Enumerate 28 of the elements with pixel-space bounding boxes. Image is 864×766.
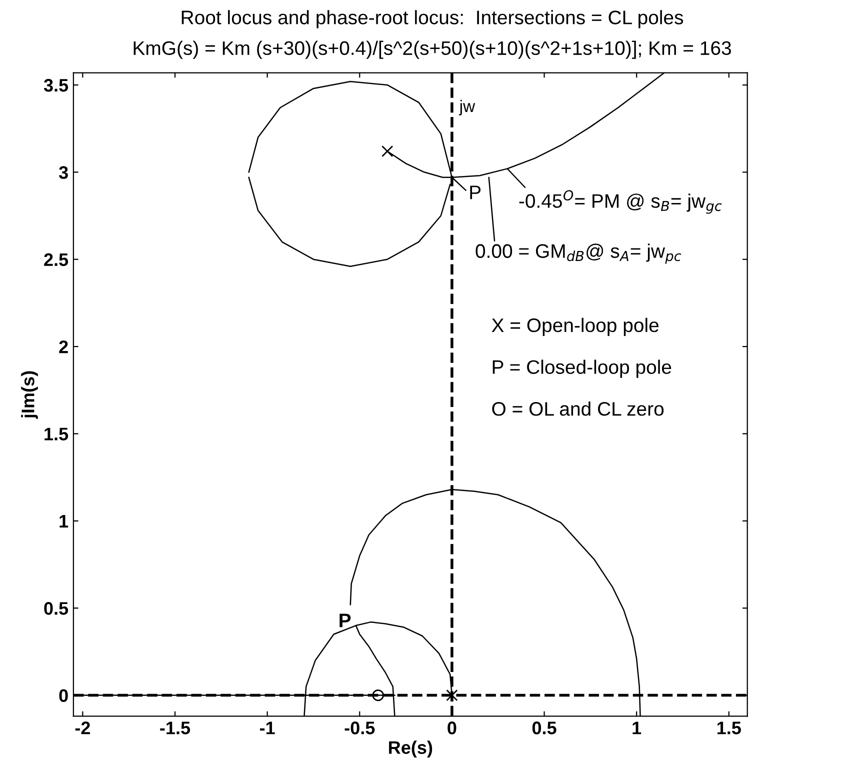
y-axis-title: jIm(s) [21, 371, 38, 419]
x-tick-label: 1 [632, 722, 642, 734]
y-tick-label: 1.5 [44, 428, 68, 440]
y-tick-label: 2.5 [44, 253, 68, 266]
y-tick-label: 2 [59, 340, 68, 354]
y-tick-label: 1 [60, 515, 68, 528]
annotation: P [470, 186, 481, 200]
y-tick-label: 3.5 [44, 78, 68, 92]
x-tick-label: -1 [260, 722, 275, 734]
annotation: P [340, 614, 351, 628]
x-tick-label: 0 [448, 722, 456, 734]
x-tick-label: -2 [75, 722, 90, 734]
x-tick-label: -0.5 [344, 722, 375, 734]
x-tick-label: 1.5 [717, 722, 741, 734]
y-tick-label: 3 [58, 166, 68, 179]
annotation: O = OL and CL zero [492, 402, 664, 416]
annotation: -0.45$^{O}$= PM @ s$_{B}$= jw$_{gc}$ [519, 190, 722, 214]
x-tick-label: 0.5 [532, 722, 556, 734]
chart-title: Root locus and phase-root locus: Intersections = CL poles [182, 10, 684, 28]
y-tick-label: 0 [59, 689, 68, 702]
ref-line-label: jw [458, 100, 476, 116]
x-axis-title: Re(s) [389, 740, 432, 758]
x-tick-label: -1.5 [160, 722, 190, 734]
annotation: 0.00 = GM$_{dB}$@ s$_{A}$= jw$_{pc}$ [476, 244, 682, 264]
chart-subtitle: KmG(s) = Km (s+30)(s+0.4)/[s^2(s+50)(s+10)(s^2+1s+10)]; Km = 163 [134, 40, 731, 59]
annotation: P = Closed-loop pole [492, 360, 672, 378]
y-tick-label: 0.5 [44, 602, 68, 615]
annotation: X = Open-loop pole [492, 318, 659, 336]
